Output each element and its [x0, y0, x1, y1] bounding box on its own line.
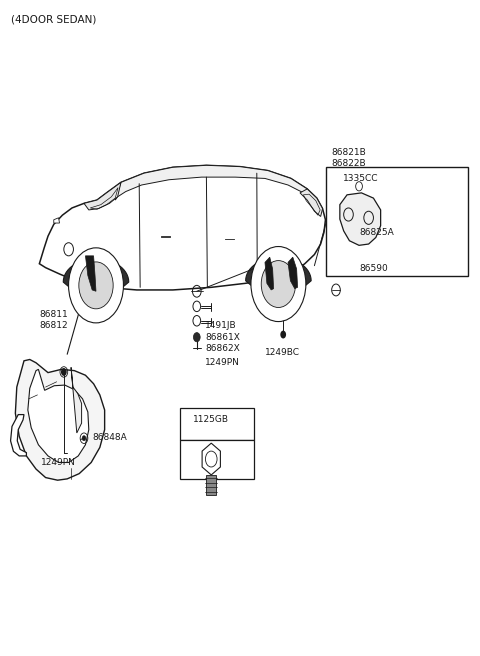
Text: 86821B: 86821B: [331, 148, 366, 157]
Text: 86825A: 86825A: [359, 228, 394, 237]
Polygon shape: [246, 257, 311, 286]
Circle shape: [61, 368, 67, 376]
Polygon shape: [28, 369, 89, 462]
Polygon shape: [340, 193, 381, 245]
Text: 86848A: 86848A: [92, 433, 127, 442]
Text: (4DOOR SEDAN): (4DOOR SEDAN): [11, 14, 96, 24]
Bar: [180, 408, 254, 440]
Polygon shape: [39, 165, 325, 290]
Text: 1249PN: 1249PN: [41, 458, 76, 467]
Polygon shape: [71, 367, 82, 433]
Text: 86861X: 86861X: [205, 333, 240, 342]
Text: 86812: 86812: [40, 321, 69, 331]
Text: 1249BC: 1249BC: [265, 348, 300, 357]
Polygon shape: [115, 165, 307, 200]
Polygon shape: [202, 443, 220, 475]
Circle shape: [193, 333, 200, 342]
Polygon shape: [206, 475, 216, 495]
Polygon shape: [84, 182, 121, 210]
Circle shape: [261, 260, 296, 308]
Circle shape: [251, 247, 306, 321]
Circle shape: [280, 331, 286, 338]
Polygon shape: [288, 257, 298, 289]
Bar: [326, 167, 468, 276]
Circle shape: [79, 262, 113, 309]
Bar: [180, 440, 254, 479]
Text: 86811: 86811: [40, 310, 69, 319]
Polygon shape: [54, 218, 60, 223]
Text: 1125GB: 1125GB: [193, 415, 229, 424]
Polygon shape: [63, 258, 129, 287]
Text: 86862X: 86862X: [205, 344, 240, 353]
Text: 86822B: 86822B: [331, 159, 366, 168]
Circle shape: [69, 248, 123, 323]
Text: 1491JB: 1491JB: [205, 321, 237, 331]
Polygon shape: [85, 256, 96, 291]
Polygon shape: [300, 189, 323, 216]
Circle shape: [62, 369, 66, 375]
Text: 1335CC: 1335CC: [343, 174, 378, 183]
Text: 1249PN: 1249PN: [205, 358, 240, 367]
Text: 86590: 86590: [359, 264, 388, 273]
Polygon shape: [11, 415, 26, 456]
Polygon shape: [15, 359, 105, 480]
Polygon shape: [265, 257, 274, 290]
Circle shape: [82, 436, 86, 441]
